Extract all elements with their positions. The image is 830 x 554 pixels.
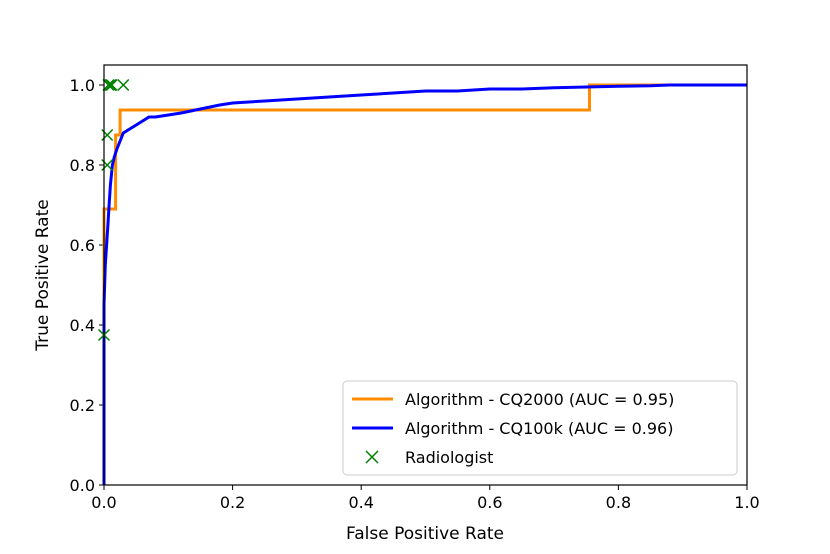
legend-label-cq100k: Algorithm - CQ100k (AUC = 0.96) (405, 419, 673, 438)
legend-label-cq2000: Algorithm - CQ2000 (AUC = 0.95) (405, 390, 674, 409)
y-tick-label: 0.4 (70, 316, 95, 335)
x-axis-label: False Positive Rate (346, 524, 504, 544)
radiologist-point (105, 78, 118, 92)
radiologist-point (104, 78, 117, 92)
radiologist-point (101, 128, 114, 142)
y-axis-label: True Positive Rate (33, 199, 53, 351)
series-line-algorithm-cq2000-auc-0-95 (102, 83, 747, 485)
x-tick-label: 0.4 (348, 493, 373, 512)
y-tick-label: 0.6 (70, 236, 95, 255)
y-tick-label: 1.0 (70, 76, 95, 95)
x-tick-label: 0.8 (606, 493, 631, 512)
series-layer (97, 78, 747, 485)
x-tick-label: 0.2 (220, 493, 245, 512)
y-tick-label: 0.2 (70, 396, 95, 415)
x-tick-label: 0.0 (91, 493, 116, 512)
plot-frame (103, 64, 748, 486)
ticks-layer: 0.0 0.2 0.4 0.6 0.8 1.0 0.0 0.2 0.4 0.6 0.8 1.0 (70, 76, 760, 512)
legend: Algorithm - CQ2000 (AUC = 0.95) Algorith… (342, 380, 738, 476)
x-tick-label: 0.6 (477, 493, 502, 512)
series-line-algorithm-cq100k-auc-0-96 (102, 83, 747, 485)
radiologist-point (117, 78, 130, 92)
legend-box (342, 380, 738, 476)
y-tick-label: 0.0 (70, 476, 95, 495)
legend-label-radiologist: Radiologist (405, 448, 493, 467)
x-tick-label: 1.0 (734, 493, 759, 512)
legend-marker-radiologist (365, 450, 379, 464)
radiologist-point (102, 78, 115, 92)
y-tick-label: 0.8 (70, 156, 95, 175)
